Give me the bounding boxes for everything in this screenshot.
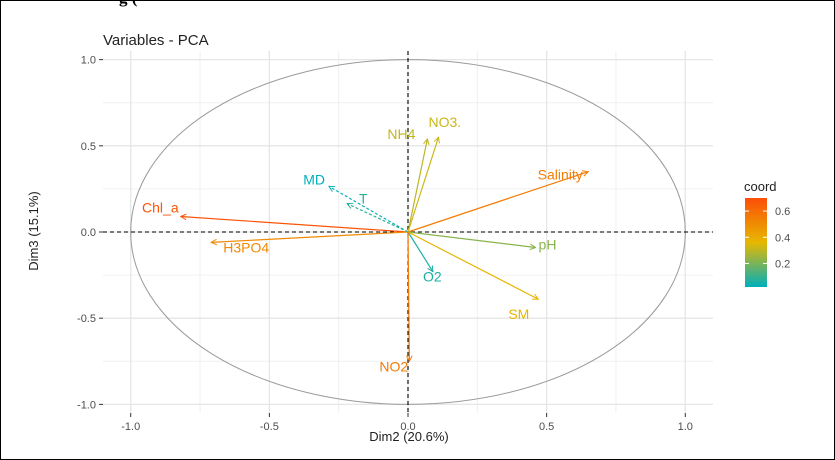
label-no3-: NO3. — [429, 114, 462, 130]
y-tick-label: 0.0 — [81, 227, 96, 239]
arrow-chl-a — [181, 216, 409, 233]
label-t: T — [359, 191, 368, 207]
arrow-salinity — [407, 172, 588, 233]
y-tick-label: 1.0 — [81, 55, 96, 67]
chart-title: Variables - PCA — [103, 32, 209, 49]
arrow-t — [347, 204, 409, 233]
legend-tick-label: 0.6 — [775, 206, 790, 218]
arrow-no2 — [408, 231, 409, 361]
legend-color-bar — [745, 198, 767, 287]
caption-text: g ( — [119, 1, 759, 8]
variable-labels: Chl_a H3PO4 MD T NH4 NO3. Salinity pH O2 SM NO2 — [142, 114, 583, 374]
x-tick-label: -1.0 — [121, 421, 140, 433]
x-tick-label: 0.0 — [400, 421, 415, 433]
y-tick-label: 0.5 — [81, 141, 96, 153]
y-tick-label: -0.5 — [77, 313, 96, 325]
legend-title: coord — [744, 179, 777, 194]
legend-ticks: 0.2 0.4 0.6 — [745, 206, 790, 270]
label-h3po4: H3PO4 — [223, 239, 269, 255]
axes: -1.0 -0.5 0.0 0.5 1.0 -1.0 -0.5 0.0 0.5 1.0 — [77, 55, 693, 433]
arrow-no3- — [407, 137, 439, 233]
x-tick-label: 0.5 — [539, 421, 554, 433]
x-tick-label: -0.5 — [260, 421, 279, 433]
arrow-sm — [407, 231, 538, 300]
arrow-nh4 — [407, 139, 427, 233]
arrow-h3po4 — [211, 231, 409, 242]
y-axis-label: Dim3 (15.1%) — [26, 191, 41, 270]
arrow-ph — [407, 231, 536, 248]
label-no2: NO2 — [379, 358, 408, 374]
label-sm: SM — [508, 306, 529, 322]
figure-caption-fragment: g ( — [119, 1, 759, 10]
label-nh4: NH4 — [387, 126, 415, 142]
label-ph: pH — [539, 237, 557, 253]
variable-arrows — [181, 137, 589, 361]
label-o2: O2 — [423, 269, 442, 285]
x-axis-label: Dim2 (20.6%) — [369, 429, 448, 444]
arrow-md — [329, 186, 409, 233]
x-tick-label: 1.0 — [678, 421, 693, 433]
label-md: MD — [303, 171, 325, 187]
y-tick-label: -1.0 — [77, 399, 96, 411]
label-salinity: Salinity — [538, 167, 583, 183]
label-chl-a: Chl_a — [142, 199, 179, 215]
legend-tick-label: 0.4 — [775, 232, 790, 244]
arrow-o2 — [407, 231, 433, 272]
coord-color-legend: coord 0.2 0.4 0.6 — [744, 179, 790, 287]
legend-tick-label: 0.2 — [775, 258, 790, 270]
